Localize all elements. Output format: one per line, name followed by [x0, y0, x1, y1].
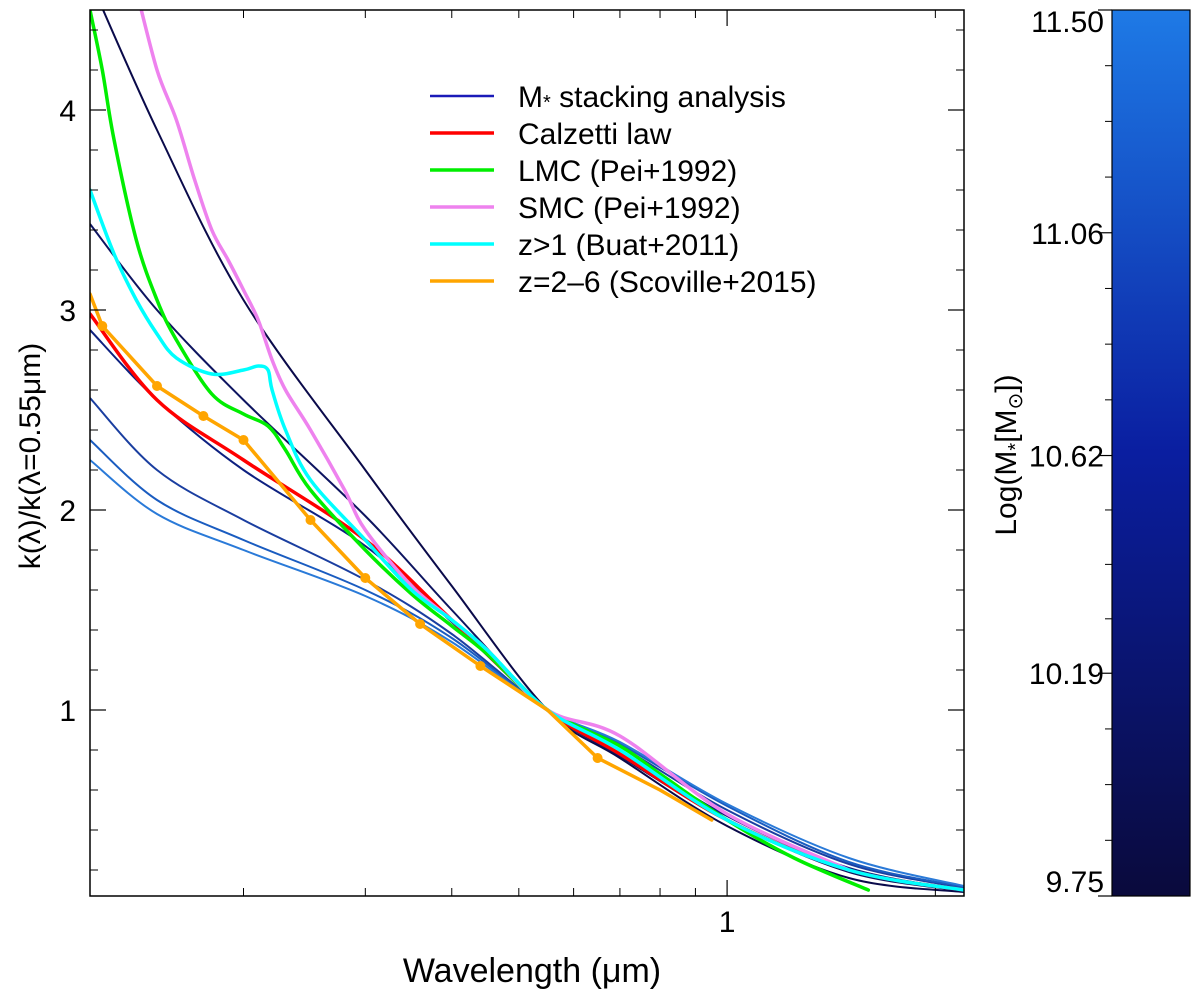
y-tick-label: 4 [59, 95, 76, 128]
plot-curves [90, 10, 964, 893]
colorbar-tick-label: 11.50 [1031, 6, 1104, 39]
series-point-z-2-6-scoville-2015 [415, 619, 426, 629]
series-line-z-1-buat-2011 [90, 188, 964, 892]
legend: M* stacking analysis Calzetti law LMC (Pei… [430, 81, 817, 299]
legend-label-main: M [518, 81, 543, 114]
stacking-curve-1 [102, 10, 964, 893]
legend-label-main: SMC (Pei+1992) [518, 192, 741, 225]
colorbar-tick-label: 11.06 [1031, 218, 1104, 251]
legend-label: z=2–6 (Scoville+2015) [518, 266, 817, 299]
stacking-curve-5 [90, 439, 964, 888]
legend-entry: LMC (Pei+1992) [430, 155, 737, 188]
legend-label-sub: * [543, 92, 551, 114]
series-point-z-2-6-scoville-2015 [97, 321, 108, 331]
legend-label-main: z=2–6 (Scoville+2015) [518, 266, 817, 299]
legend-label: M* stacking analysis [518, 81, 786, 114]
legend-label: LMC (Pei+1992) [518, 155, 737, 188]
colorbar-ticks: 11.50 11.06 10.62 10.19 9.75 [1029, 6, 1112, 899]
legend-label: z>1 (Buat+2011) [518, 229, 739, 262]
axis-tick-labels: 1 2 3 4 1 [59, 95, 735, 939]
series-point-z-2-6-scoville-2015 [152, 381, 162, 391]
x-axis-label: Wavelength (μm) [403, 952, 661, 990]
colorbar: 11.50 11.06 10.62 10.19 9.75 Log(M*[M⊙]) [990, 6, 1191, 899]
colorbar-label-part2: [M [990, 409, 1023, 442]
series-point-z-2-6-scoville-2015 [592, 753, 603, 763]
axis-ticks [90, 10, 964, 896]
colorbar-label: Log(M*[M⊙]) [990, 374, 1027, 535]
legend-entry: z>1 (Buat+2011) [430, 229, 739, 262]
colorbar-label-sub1: * [1005, 443, 1027, 451]
colorbar-gradient [1111, 9, 1191, 897]
legend-entry: SMC (Pei+1992) [430, 192, 741, 225]
y-tick-label: 3 [59, 295, 76, 328]
x-tick-label: 1 [719, 906, 736, 939]
colorbar-tick-label: 10.19 [1029, 658, 1104, 691]
colorbar-tick-label: 10.62 [1029, 441, 1104, 474]
series-point-z-2-6-scoville-2015 [360, 573, 371, 583]
legend-entry: Calzetti law [430, 118, 672, 151]
colorbar-label-sub2: ⊙ [1005, 393, 1027, 410]
legend-entry: M* stacking analysis [430, 81, 786, 114]
series-point-z-2-6-scoville-2015 [475, 661, 486, 671]
series-point-z-2-6-scoville-2015 [198, 411, 209, 421]
legend-label-main: LMC (Pei+1992) [518, 155, 737, 188]
main-plot: 1 2 3 4 1 Wavelength (μm) k(λ)/k(λ=0.55μm) M… [14, 9, 965, 990]
y-tick-label: 2 [59, 495, 76, 528]
legend-label-main: Calzetti law [518, 118, 672, 151]
colorbar-label-part1: Log(M [990, 451, 1023, 536]
legend-label: SMC (Pei+1992) [518, 192, 741, 225]
legend-label: Calzetti law [518, 118, 672, 151]
stacking-curve-4 [90, 397, 964, 889]
plot-frame [89, 9, 965, 897]
series-point-z-2-6-scoville-2015 [238, 435, 249, 445]
stacking-curve-2 [90, 223, 964, 892]
y-axis-label: k(λ)/k(λ=0.55μm) [14, 343, 47, 569]
colorbar-tick-label: 9.75 [1046, 866, 1104, 899]
series-line-lmc-pei-1992 [90, 10, 871, 892]
stacking-curve-3 [90, 329, 964, 891]
legend-entry: z=2–6 (Scoville+2015) [430, 266, 817, 299]
series-line-smc-pei-1992 [139, 10, 851, 872]
series-point-z-2-6-scoville-2015 [305, 515, 316, 525]
legend-label-rest: stacking analysis [551, 81, 786, 114]
legend-label-main: z>1 (Buat+2011) [518, 229, 739, 262]
stacking-curve-6 [90, 459, 964, 887]
colorbar-label-part3: ]) [990, 374, 1023, 392]
y-tick-label: 1 [59, 695, 76, 728]
